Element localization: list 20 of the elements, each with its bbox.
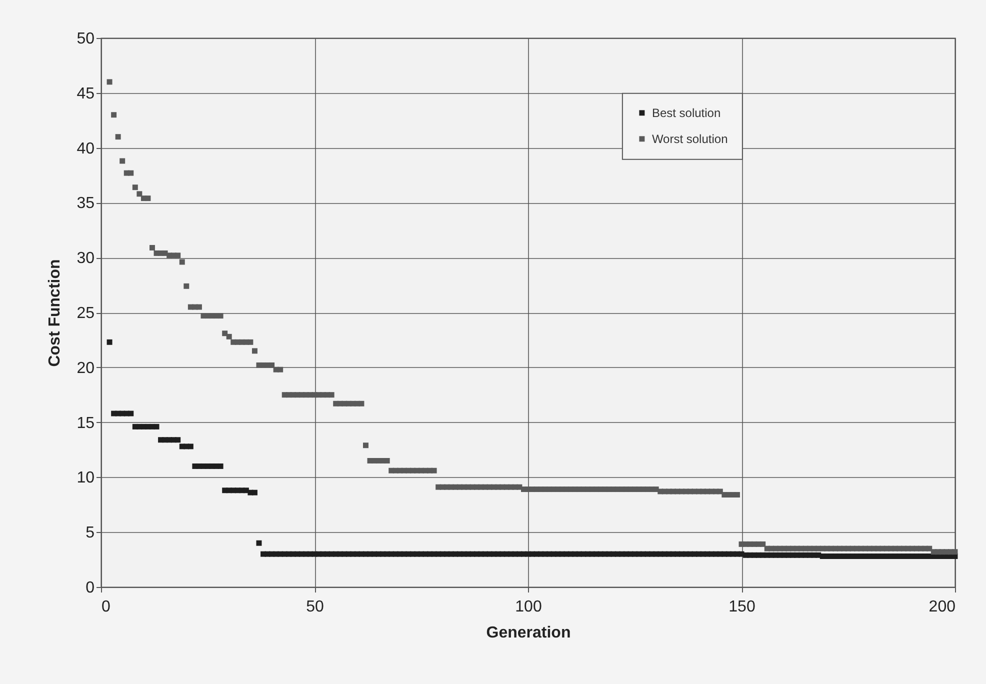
y-tick-label: 45: [76, 85, 95, 102]
x-axis-title: Generation: [486, 624, 571, 642]
legend-label: Worst solution: [652, 132, 728, 146]
y-tick-label: 40: [76, 140, 95, 158]
x-tick-label: 50: [306, 598, 324, 616]
y-tick-label: 35: [76, 195, 95, 212]
x-tick-label: 0: [102, 598, 110, 616]
y-tick-label: 15: [76, 414, 95, 432]
legend-label: Best solution: [652, 106, 721, 120]
y-tick-label: 20: [76, 360, 95, 377]
x-tick-label: 200: [928, 598, 956, 616]
y-tick-label: 25: [76, 305, 95, 322]
y-tick-label: 10: [76, 470, 95, 487]
y-axis-title: Cost Function: [46, 259, 64, 367]
x-tick-label: 150: [728, 598, 756, 616]
y-tick-label: 30: [76, 250, 95, 268]
y-tick-label: 0: [86, 580, 95, 596]
y-tick-label: 5: [86, 524, 95, 542]
x-tick-label: 100: [515, 598, 542, 616]
y-tick-label: 50: [76, 30, 95, 48]
